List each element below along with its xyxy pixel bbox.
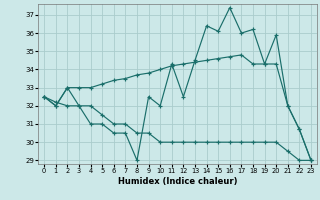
X-axis label: Humidex (Indice chaleur): Humidex (Indice chaleur)	[118, 177, 237, 186]
